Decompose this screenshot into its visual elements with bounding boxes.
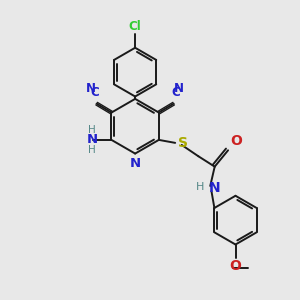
Text: N: N [174, 82, 184, 95]
Text: O: O [230, 260, 242, 273]
Text: C: C [171, 86, 180, 100]
Text: H: H [88, 145, 96, 155]
Text: O: O [230, 134, 242, 148]
Text: H: H [88, 124, 96, 134]
Text: C: C [90, 86, 99, 100]
Text: N: N [130, 158, 141, 170]
Text: N: N [86, 133, 98, 146]
Text: N: N [86, 82, 96, 95]
Text: Cl: Cl [129, 20, 142, 33]
Text: H: H [196, 182, 204, 193]
Text: N: N [209, 181, 220, 195]
Text: S: S [178, 136, 188, 150]
